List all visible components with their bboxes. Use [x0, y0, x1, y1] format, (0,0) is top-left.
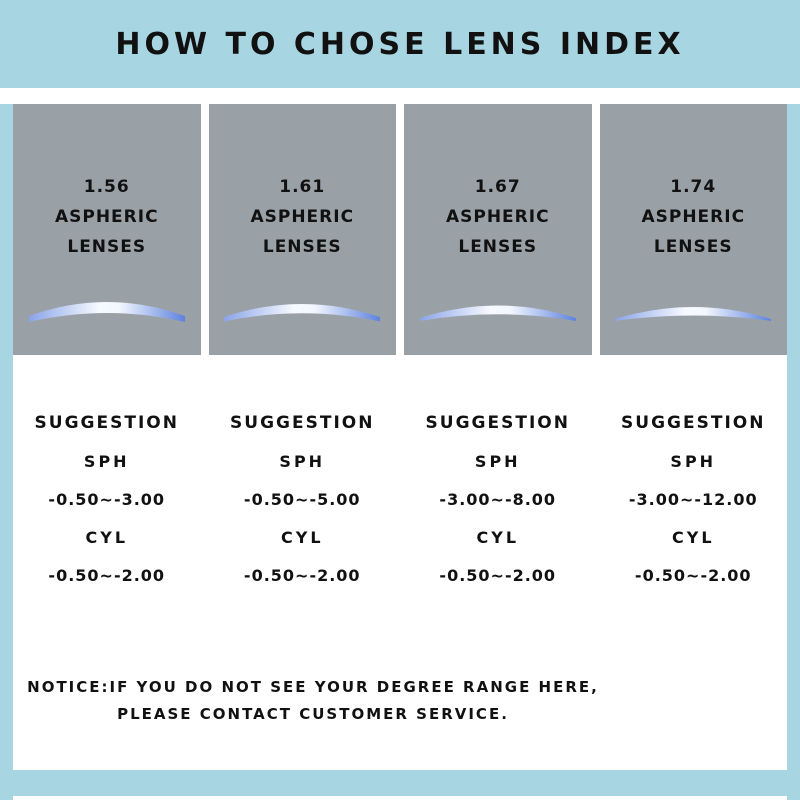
page-title: HOW TO CHOSE LENS INDEX	[0, 0, 800, 88]
lens-panel-174: 1.74 ASPHERIC LENSES	[599, 104, 787, 355]
lens-index-title: 1.74 ASPHERIC LENSES	[641, 177, 746, 257]
sph-range: -3.00~-8.00	[439, 490, 557, 509]
notice-line-1: NOTICE:IF YOU DO NOT SEE YOUR DEGREE RAN…	[27, 678, 599, 696]
cyl-label: CYL	[85, 528, 129, 547]
sph-range: -0.50~-3.00	[48, 490, 166, 509]
lens-column-156: 1.56 ASPHERIC LENSES	[13, 104, 201, 660]
notice-line-2: PLEASE CONTACT CUSTOMER SERVICE.	[117, 705, 509, 723]
lens-curve-icon	[27, 290, 187, 334]
frame-bottom-border	[0, 770, 800, 796]
suggestion-panel-156: SUGGESTION SPH -0.50~-3.00 CYL -0.50~-2.…	[13, 355, 201, 660]
cyl-label: CYL	[280, 528, 324, 547]
lens-index-title: 1.61 ASPHERIC LENSES	[250, 177, 355, 257]
suggestion-panel-174: SUGGESTION SPH -3.00~-12.00 CYL -0.50~-2…	[599, 355, 787, 660]
lens-index-title: 1.56 ASPHERIC LENSES	[54, 177, 159, 257]
sph-label: SPH	[474, 452, 521, 471]
suggestion-label: SUGGESTION	[230, 413, 375, 433]
suggestion-label: SUGGESTION	[425, 413, 570, 433]
frame-right-border	[787, 104, 800, 800]
lens-comparison-columns: 1.56 ASPHERIC LENSES	[13, 104, 787, 660]
frame-left-border	[0, 104, 13, 800]
cyl-range: -0.50~-2.00	[634, 566, 752, 585]
suggestion-panel-161: SUGGESTION SPH -0.50~-5.00 CYL -0.50~-2.…	[208, 355, 396, 660]
sph-label: SPH	[83, 452, 130, 471]
lens-curve-icon	[613, 290, 773, 334]
lens-panel-167: 1.67 ASPHERIC LENSES	[404, 104, 592, 355]
lens-panel-156: 1.56 ASPHERIC LENSES	[13, 104, 201, 355]
sph-label: SPH	[279, 452, 326, 471]
lens-curve-icon	[418, 290, 578, 334]
lens-column-161: 1.61 ASPHERIC LENSES SUGGESTION SPH -0.5…	[208, 104, 396, 660]
lens-panel-161: 1.61 ASPHERIC LENSES	[208, 104, 396, 355]
sph-range: -3.00~-12.00	[628, 490, 758, 509]
lens-curve-icon	[222, 290, 382, 334]
notice-text: NOTICE:IF YOU DO NOT SEE YOUR DEGREE RAN…	[13, 674, 613, 728]
suggestion-label: SUGGESTION	[621, 413, 766, 433]
sph-label: SPH	[670, 452, 717, 471]
lens-column-167: 1.67 ASPHERIC LENSES SUGGESTION SPH -3.0…	[404, 104, 592, 660]
cyl-range: -0.50~-2.00	[48, 566, 166, 585]
cyl-label: CYL	[671, 528, 715, 547]
suggestion-panel-167: SUGGESTION SPH -3.00~-8.00 CYL -0.50~-2.…	[404, 355, 592, 660]
suggestion-label: SUGGESTION	[34, 413, 179, 433]
lens-column-174: 1.74 ASPHERIC LENSES SUGGESTION SPH -3.0…	[599, 104, 787, 660]
cyl-range: -0.50~-2.00	[243, 566, 361, 585]
cyl-range: -0.50~-2.00	[439, 566, 557, 585]
sph-range: -0.50~-5.00	[243, 490, 361, 509]
lens-index-title: 1.67 ASPHERIC LENSES	[445, 177, 550, 257]
cyl-label: CYL	[476, 528, 520, 547]
